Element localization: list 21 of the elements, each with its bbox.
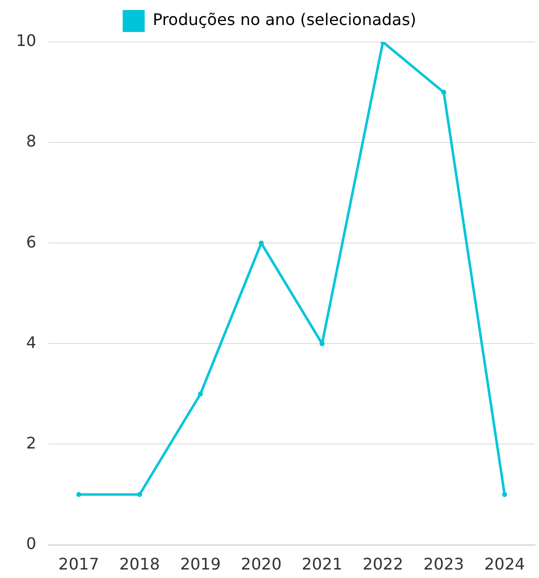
x-tick-label: 2018	[119, 554, 160, 574]
point	[198, 391, 203, 396]
x-tick-label: 2020	[240, 554, 282, 574]
legend-label: Produções no ano (selecionadas)	[152, 10, 416, 30]
y-tick-label: 10	[16, 31, 36, 50]
x-tick-label: 2024	[484, 554, 525, 574]
point	[320, 341, 325, 346]
y-tick-label: 4	[26, 332, 36, 352]
point	[502, 492, 508, 498]
point	[441, 90, 446, 95]
x-tick-label: 2019	[180, 554, 221, 574]
x-tick-label: 2021	[302, 554, 342, 574]
y-tick-label: 2	[26, 433, 36, 452]
y-tick-label: 6	[26, 232, 36, 252]
point	[76, 492, 82, 498]
point	[137, 492, 142, 498]
x-tick-label: 2023	[423, 554, 464, 574]
y-tick-label: 8	[26, 132, 36, 151]
x-tick-label: 2022	[362, 554, 404, 574]
y-tick-label: 0	[26, 534, 36, 553]
x-tick-label: 2017	[58, 554, 100, 574]
